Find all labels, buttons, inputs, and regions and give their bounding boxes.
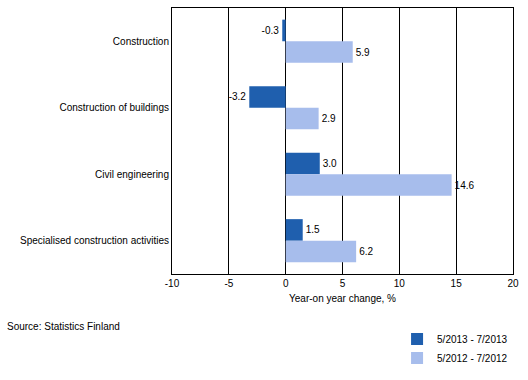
svg-text:5.9: 5.9 — [356, 47, 370, 58]
svg-text:3.0: 3.0 — [323, 158, 337, 169]
svg-text:6.2: 6.2 — [359, 246, 373, 257]
svg-text:-10: -10 — [165, 278, 180, 289]
svg-text:Specialised construction activ: Specialised construction activities — [20, 235, 169, 246]
svg-text:1.5: 1.5 — [306, 224, 320, 235]
svg-text:-3.2: -3.2 — [229, 91, 247, 102]
svg-text:5/2013 - 7/2013: 5/2013 - 7/2013 — [437, 334, 507, 345]
svg-text:14.6: 14.6 — [455, 180, 475, 191]
svg-text:Year-on year change, %: Year-on year change, % — [289, 293, 396, 304]
svg-text:0: 0 — [283, 278, 289, 289]
svg-text:5/2012 - 7/2012: 5/2012 - 7/2012 — [437, 353, 507, 364]
svg-text:Source: Statistics Finland: Source: Statistics Finland — [7, 321, 120, 332]
svg-text:Construction of buildings: Construction of buildings — [59, 102, 169, 113]
svg-text:10: 10 — [394, 278, 406, 289]
svg-text:Construction: Construction — [113, 36, 169, 47]
svg-text:Civil engineering: Civil engineering — [95, 169, 169, 180]
svg-text:2.9: 2.9 — [322, 113, 336, 124]
svg-text:15: 15 — [451, 278, 463, 289]
svg-text:5: 5 — [340, 278, 346, 289]
svg-text:-5: -5 — [224, 278, 233, 289]
svg-text:-0.3: -0.3 — [262, 25, 280, 36]
svg-text:20: 20 — [507, 278, 519, 289]
